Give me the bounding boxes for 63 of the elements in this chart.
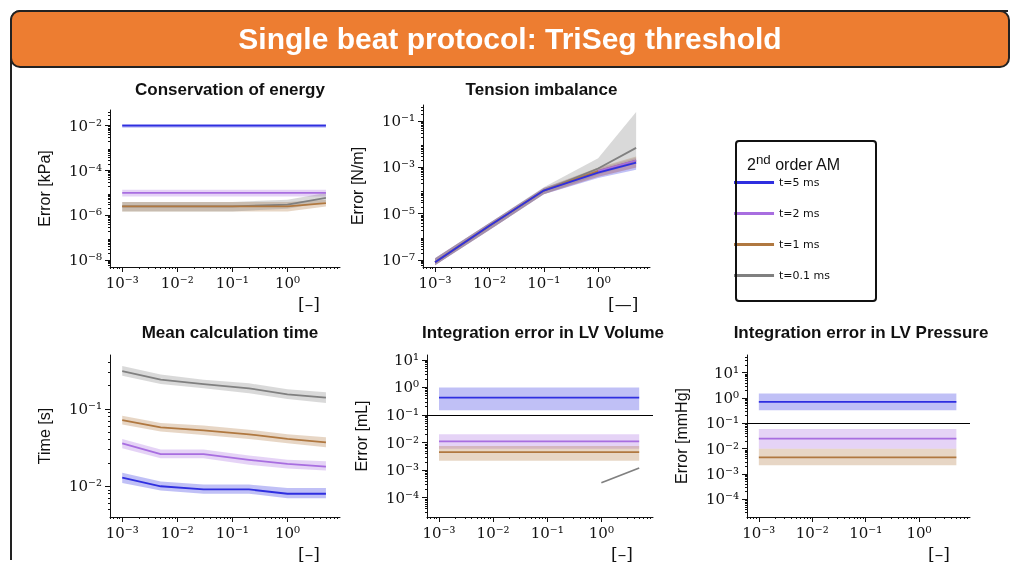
y-axis-title: Error [kPa] bbox=[35, 150, 53, 227]
x-tick-label: 10⁻¹ bbox=[530, 523, 564, 542]
y-tick-label: 10⁻² bbox=[705, 439, 739, 458]
x-tick-label: 10⁰ bbox=[906, 523, 932, 542]
y-tick-label: 10⁻¹ bbox=[385, 406, 419, 424]
x-tick-label: 10⁻² bbox=[472, 273, 506, 292]
chart-title: Mean calculation time bbox=[141, 323, 319, 342]
y-axis-title: Error [mL] bbox=[352, 400, 370, 472]
x-tick-label: 10⁰ bbox=[274, 523, 300, 542]
x-tick-label: 10⁻³ bbox=[422, 523, 456, 542]
y-tick-label: 10⁻⁸ bbox=[68, 251, 102, 270]
x-axis-title: [–] bbox=[928, 543, 950, 562]
x-axis-title: [–] bbox=[611, 543, 633, 562]
y-tick-label: 10⁻¹ bbox=[68, 400, 102, 418]
x-tick-label: 10⁰ bbox=[274, 273, 300, 292]
x-tick-label: 10⁻² bbox=[795, 523, 829, 542]
y-tick-label: 10⁻³ bbox=[385, 461, 419, 480]
chart-title: Tension imbalance bbox=[465, 80, 618, 99]
text: Single beat protocol: TriSeg threshold bbox=[10, 10, 1010, 68]
y-tick-label: 10⁻⁶ bbox=[68, 206, 102, 225]
y-tick-label: 10⁻¹ bbox=[381, 112, 415, 131]
y-axis-title: Time [s] bbox=[35, 407, 53, 465]
y-axis-title: Error [N/m] bbox=[348, 146, 366, 226]
legend-label: t=2 ms bbox=[779, 207, 820, 220]
x-tick-label: 10⁰ bbox=[585, 273, 611, 292]
legend-label: t=0.1 ms bbox=[779, 269, 831, 282]
y-tick-label: 10⁻⁴ bbox=[68, 161, 102, 180]
x-tick-label: 10⁻¹ bbox=[215, 523, 249, 542]
chart-title: Integration error in LV Pressure bbox=[733, 323, 989, 342]
y-tick-label: 10⁻³ bbox=[381, 158, 415, 177]
x-tick-label: 10⁻¹ bbox=[527, 273, 561, 292]
x-tick-label: 10⁻³ bbox=[418, 273, 452, 292]
x-tick-label: 10⁻³ bbox=[742, 523, 776, 542]
y-tick-label: 10⁻⁴ bbox=[705, 490, 739, 509]
x-axis-title: [–] bbox=[298, 543, 320, 562]
x-axis-title: [—] bbox=[608, 293, 639, 314]
y-tick-label: 10⁻⁴ bbox=[385, 488, 419, 507]
y-tick-label: 10⁻² bbox=[68, 477, 102, 496]
x-tick-label: 10⁻¹ bbox=[215, 273, 249, 292]
x-axis-title: [–] bbox=[298, 293, 320, 314]
y-tick-label: 10⁻⁵ bbox=[381, 204, 415, 223]
y-tick-label: 10⁻⁷ bbox=[381, 251, 415, 270]
y-tick-label: 10¹ bbox=[713, 363, 739, 382]
chart-title: Conservation of energy bbox=[135, 80, 326, 99]
x-tick-label: 10⁻¹ bbox=[849, 523, 883, 542]
legend-label: t=5 ms bbox=[779, 176, 820, 189]
x-tick-label: 10⁰ bbox=[588, 523, 614, 542]
x-tick-label: 10⁻² bbox=[160, 273, 194, 292]
y-tick-label: 10⁻³ bbox=[705, 464, 739, 483]
y-tick-label: 10⁻¹ bbox=[705, 414, 739, 433]
legend-title: 2$^{nd}$ order AM bbox=[747, 152, 841, 175]
x-tick-label: 10⁻³ bbox=[105, 523, 139, 542]
x-tick-label: 10⁻² bbox=[476, 523, 510, 542]
x-tick-label: 10⁻² bbox=[160, 523, 194, 542]
x-tick-label: 10⁻³ bbox=[105, 273, 139, 292]
legend-label: t=1 ms bbox=[779, 238, 820, 251]
y-axis-title: Error [mmHg] bbox=[672, 388, 690, 484]
y-tick-label: 10⁻² bbox=[385, 433, 419, 452]
y-tick-label: 10⁰ bbox=[393, 378, 419, 397]
y-tick-label: 10⁻² bbox=[68, 116, 102, 135]
chart-title: Integration error in LV Volume bbox=[421, 323, 665, 342]
y-tick-label: 10¹ bbox=[393, 350, 419, 369]
y-tick-label: 10⁰ bbox=[713, 389, 739, 408]
